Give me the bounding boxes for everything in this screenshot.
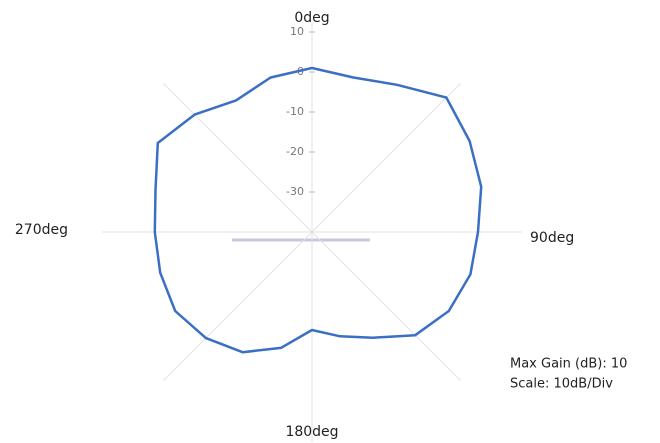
note: Scale: 10dB/Div xyxy=(510,377,613,392)
r-tick-label: -10 xyxy=(286,105,304,118)
angle-label: 270deg xyxy=(15,222,68,238)
r-tick-label: -20 xyxy=(286,145,304,158)
note: Max Gain (dB): 10 xyxy=(510,357,627,372)
pattern-line xyxy=(153,66,483,354)
spoke xyxy=(163,231,313,381)
spoke xyxy=(311,83,461,233)
r-tick-label: -30 xyxy=(286,185,304,198)
angle-label: 0deg xyxy=(294,10,329,26)
angle-label: 90deg xyxy=(530,230,574,246)
spoke xyxy=(311,231,461,381)
r-tick-label: 10 xyxy=(290,25,304,38)
spoke xyxy=(163,83,313,233)
angle-label: 180deg xyxy=(285,424,338,440)
